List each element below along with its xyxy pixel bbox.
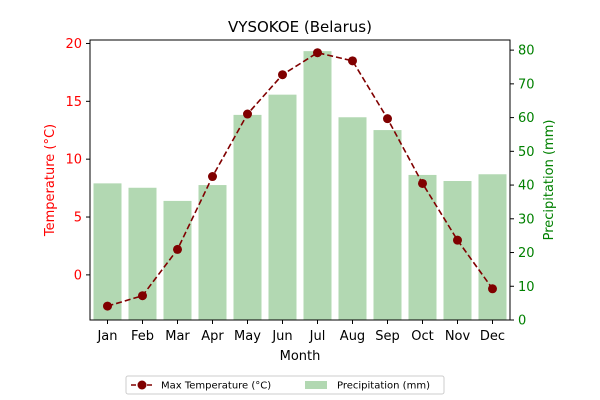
right-tick-label: 10 bbox=[518, 280, 535, 295]
right-tick-label: 60 bbox=[518, 111, 535, 126]
x-tick-label-dec: Dec bbox=[480, 329, 505, 344]
right-tick-label: 40 bbox=[518, 179, 535, 194]
y-left-axis-label: Temperature (°C) bbox=[43, 124, 58, 237]
x-tick-label-mar: Mar bbox=[165, 329, 190, 344]
left-tick-label: 20 bbox=[65, 37, 82, 52]
point-sep bbox=[383, 114, 392, 124]
left-tick-label: 0 bbox=[74, 268, 82, 283]
point-aug bbox=[348, 56, 357, 66]
point-may bbox=[243, 109, 252, 119]
right-tick-label: 0 bbox=[518, 314, 526, 329]
chart-title: VYSOKOE (Belarus) bbox=[228, 18, 372, 36]
legend-entry-temperature: Max Temperature (°C) bbox=[161, 381, 271, 392]
legend-marker-swatch bbox=[137, 380, 147, 390]
x-axis: Jan Feb Mar Apr May Jun Jul Aug Sep Oct Nov Dec bbox=[96, 320, 505, 344]
right-tick-label: 70 bbox=[518, 77, 535, 92]
legend: Max Temperature (°C) Precipitation (mm) bbox=[125, 375, 445, 395]
plot-frame bbox=[89, 39, 511, 321]
point-dec bbox=[488, 284, 497, 294]
bar-oct bbox=[408, 174, 437, 320]
bar-apr bbox=[198, 185, 227, 320]
x-tick-label-may: May bbox=[234, 329, 261, 344]
bar-sep bbox=[373, 130, 402, 320]
right-axis: 0 10 20 30 40 50 60 70 80 bbox=[510, 44, 535, 329]
legend-entry-precipitation: Precipitation (mm) bbox=[337, 381, 430, 392]
point-jul bbox=[313, 48, 322, 58]
left-tick-label: 5 bbox=[74, 211, 82, 226]
bar-dec bbox=[478, 174, 507, 320]
x-tick-label-jul: Jul bbox=[309, 329, 326, 344]
bar-aug bbox=[338, 117, 367, 320]
y-right-axis-label: Precipitation (mm) bbox=[542, 120, 557, 241]
point-jan bbox=[103, 301, 112, 311]
point-jun bbox=[278, 70, 287, 80]
left-tick-label: 10 bbox=[65, 153, 82, 168]
right-tick-label: 50 bbox=[518, 145, 535, 160]
bar-nov bbox=[443, 181, 472, 320]
x-axis-label: Month bbox=[280, 349, 321, 364]
right-tick-label: 30 bbox=[518, 212, 535, 227]
x-tick-label-aug: Aug bbox=[340, 329, 365, 344]
x-tick-label-jun: Jun bbox=[271, 329, 292, 344]
point-oct bbox=[418, 178, 427, 188]
bar-may bbox=[233, 114, 262, 320]
left-tick-label: 15 bbox=[65, 95, 82, 110]
x-tick-label-jan: Jan bbox=[96, 329, 117, 344]
temperature-line bbox=[103, 48, 497, 311]
point-feb bbox=[138, 291, 147, 301]
point-apr bbox=[208, 172, 217, 182]
precipitation-bars bbox=[93, 51, 507, 320]
legend-bar-swatch bbox=[305, 381, 327, 389]
left-axis: 0 5 10 15 20 bbox=[65, 37, 90, 283]
point-nov bbox=[453, 235, 462, 245]
point-mar bbox=[173, 244, 182, 254]
temperature-series-line bbox=[107, 51, 494, 307]
bar-jul bbox=[303, 51, 332, 320]
legend-box bbox=[125, 375, 445, 395]
bar-jan bbox=[93, 183, 122, 320]
bar-jun bbox=[268, 94, 297, 320]
x-tick-label-sep: Sep bbox=[375, 329, 400, 344]
right-tick-label: 80 bbox=[518, 44, 535, 59]
bar-mar bbox=[163, 200, 192, 320]
x-tick-label-oct: Oct bbox=[411, 329, 433, 344]
right-tick-label: 20 bbox=[518, 246, 535, 261]
x-tick-label-feb: Feb bbox=[131, 329, 154, 344]
x-tick-label-nov: Nov bbox=[445, 329, 471, 344]
x-tick-label-apr: Apr bbox=[201, 329, 224, 344]
